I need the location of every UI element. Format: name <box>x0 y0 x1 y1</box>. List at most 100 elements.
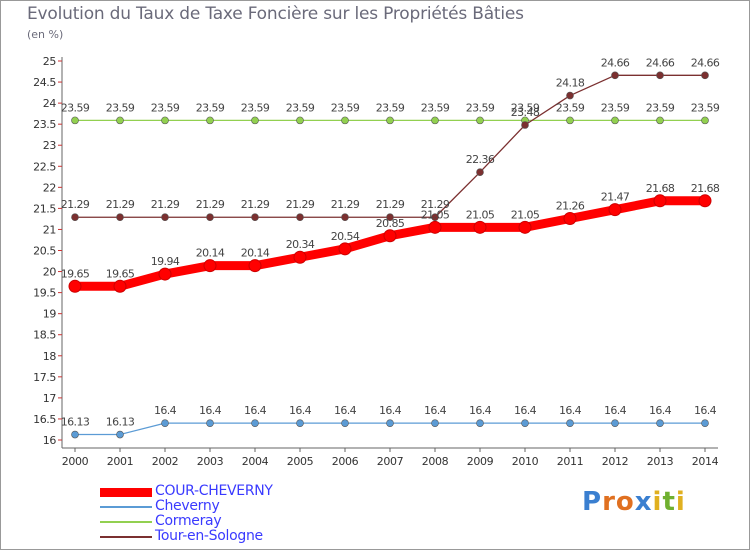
data-point <box>116 116 124 125</box>
data-label: 19.65 <box>106 267 135 280</box>
x-tick-label: 2008 <box>422 455 449 468</box>
data-label: 21.29 <box>376 198 405 211</box>
data-point <box>116 213 124 222</box>
data-point <box>386 213 394 222</box>
data-point <box>656 71 664 80</box>
data-label: 16.4 <box>424 404 447 417</box>
x-tick-label: 2009 <box>467 455 494 468</box>
data-label: 16.4 <box>334 404 357 417</box>
legend-swatch <box>100 506 152 508</box>
x-tick-label: 2013 <box>647 455 674 468</box>
data-point <box>476 168 484 176</box>
x-tick-label: 2012 <box>602 455 628 468</box>
data-point <box>293 250 307 264</box>
data-label: 21.05 <box>511 208 540 221</box>
legend-swatch <box>100 521 152 523</box>
data-label: 24.66 <box>601 56 630 69</box>
data-label: 16.4 <box>694 404 717 417</box>
data-label: 23.59 <box>331 101 360 114</box>
data-label: 24.18 <box>556 77 585 90</box>
y-tick-label: 20 <box>43 266 57 279</box>
y-tick-label: 20.5 <box>33 245 56 258</box>
data-point <box>248 259 262 273</box>
data-point <box>71 116 79 125</box>
data-point <box>611 419 619 427</box>
x-tick-label: 2011 <box>557 455 583 468</box>
data-label: 23.59 <box>421 101 450 114</box>
data-label: 16.13 <box>106 416 135 429</box>
y-tick-label: 19.5 <box>33 287 56 300</box>
data-label: 23.59 <box>556 101 585 114</box>
legend-swatch <box>100 488 152 497</box>
data-point <box>116 430 124 439</box>
legend-label: Tour-en-Sologne <box>155 528 263 544</box>
data-label: 21.29 <box>196 198 225 211</box>
data-point <box>566 419 574 427</box>
data-label: 21.68 <box>691 182 720 195</box>
data-label: 20.34 <box>286 238 315 251</box>
data-point <box>206 419 214 427</box>
legend-label: Cormeray <box>155 513 222 529</box>
data-label: 23.59 <box>646 101 675 114</box>
data-label: 21.29 <box>286 198 315 211</box>
data-label: 16.4 <box>244 404 267 417</box>
y-tick-label: 22 <box>43 181 56 194</box>
data-label: 24.66 <box>646 56 675 69</box>
data-label: 16.4 <box>604 404 627 417</box>
data-point <box>611 71 619 80</box>
x-tick-label: 2004 <box>242 455 269 468</box>
data-label: 24.66 <box>691 56 720 69</box>
data-label: 23.59 <box>151 101 180 114</box>
data-point <box>71 213 79 222</box>
data-label: 23.59 <box>601 101 630 114</box>
data-label: 23.59 <box>106 101 135 114</box>
y-tick-label: 21 <box>43 223 56 236</box>
data-label: 21.68 <box>646 182 675 195</box>
data-label: 23.59 <box>691 101 720 114</box>
data-point <box>68 279 82 293</box>
y-tick-label: 16 <box>43 434 57 447</box>
data-label: 20.85 <box>376 217 405 230</box>
data-label: 16.4 <box>379 404 402 417</box>
data-point <box>566 91 574 100</box>
chart-title: Evolution du Taux de Taxe Foncière sur l… <box>27 4 524 24</box>
data-label: 23.59 <box>61 101 90 114</box>
data-label: 23.59 <box>241 101 270 114</box>
data-label: 23.59 <box>466 101 495 114</box>
data-point <box>206 213 214 222</box>
x-tick-label: 2007 <box>377 455 404 468</box>
data-point <box>338 242 352 256</box>
data-point <box>251 116 259 125</box>
data-label: 21.29 <box>241 198 270 211</box>
data-point <box>701 419 709 427</box>
data-point <box>296 419 304 427</box>
data-point <box>518 220 532 234</box>
legend-label: COUR-CHEVERNY <box>155 483 273 499</box>
data-label: 16.4 <box>649 404 672 417</box>
data-label: 19.94 <box>151 255 180 268</box>
data-label: 20.54 <box>331 230 360 243</box>
data-label: 20.14 <box>241 247 270 260</box>
data-label: 16.13 <box>61 416 90 429</box>
logo-letter: i <box>652 487 663 517</box>
data-label: 21.29 <box>151 198 180 211</box>
legend-label: Cheverny <box>155 498 220 514</box>
data-point <box>113 279 127 293</box>
data-point <box>251 419 259 427</box>
data-label: 16.4 <box>199 404 222 417</box>
data-label: 20.14 <box>196 247 225 260</box>
y-tick-label: 17 <box>43 392 57 405</box>
logo-letter: x <box>634 487 653 517</box>
y-tick-label: 18 <box>43 350 57 363</box>
legend-swatch <box>100 536 152 538</box>
data-point <box>611 116 619 125</box>
data-point <box>296 116 304 125</box>
data-label: 23.59 <box>376 101 405 114</box>
data-point <box>341 116 349 125</box>
x-tick-label: 2006 <box>332 455 359 468</box>
data-point <box>701 71 709 80</box>
data-label: 22.36 <box>466 153 495 166</box>
data-point <box>383 229 397 243</box>
proxiti-logo: Proxiti <box>582 487 686 517</box>
